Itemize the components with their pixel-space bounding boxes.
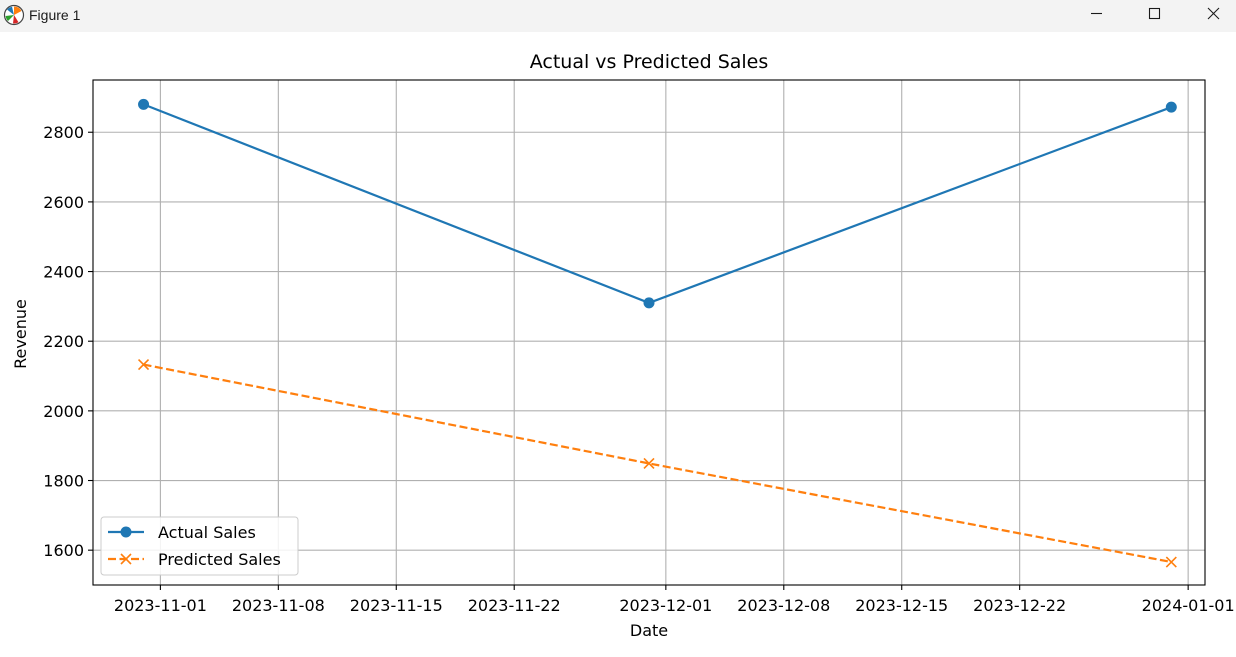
series-layer	[137, 98, 1177, 568]
x-tick-label: 2023-12-15	[855, 596, 948, 615]
maximize-button[interactable]	[1127, 0, 1183, 32]
legend-actual-sales-marker	[120, 526, 132, 538]
minimize-icon	[1091, 12, 1102, 15]
legend-predicted-sales-label: Predicted Sales	[158, 550, 281, 569]
x-tick-label: 2023-11-01	[114, 596, 207, 615]
y-tick-label: 1600	[43, 541, 84, 560]
y-tick-label: 2800	[43, 123, 84, 142]
x-axis-label: Date	[630, 621, 668, 640]
window-titlebar: Figure 1	[0, 0, 1236, 32]
plot-area-frame	[92, 79, 1206, 586]
x-tick-label: 2023-12-08	[737, 596, 830, 615]
legend-frame	[100, 516, 299, 576]
chart-title: Actual vs Predicted Sales	[530, 51, 769, 73]
predicted-sales-line	[143, 363, 1172, 564]
actual-sales-point	[643, 297, 655, 309]
close-icon	[1207, 7, 1220, 20]
axis-ticks: 2023-11-01 2023-11-08 2023-11-15 2023-11-22…	[43, 123, 1234, 615]
predicted-sales-point	[1165, 556, 1177, 568]
y-tick-label: 2400	[43, 263, 84, 282]
actual-sales-line	[143, 103, 1172, 305]
x-tick-label: 2023-11-08	[232, 596, 325, 615]
legend-actual-sales-label: Actual Sales	[158, 523, 256, 542]
maximize-icon	[1148, 7, 1161, 20]
minimize-button[interactable]	[1069, 0, 1125, 32]
figure-canvas: 2023-11-01 2023-11-08 2023-11-15 2023-11-22…	[11, 51, 1235, 640]
y-tick-label: 2600	[43, 193, 84, 212]
x-tick-label: 2024-01-01	[1142, 596, 1235, 615]
legend-predicted-sales-marker	[120, 553, 132, 565]
predicted-sales-point	[137, 358, 150, 371]
x-tick-label: 2023-12-01	[619, 596, 712, 615]
legend: Actual Sales Predicted Sales	[100, 516, 299, 576]
grid-lines	[93, 80, 1205, 585]
matplotlib-logo-icon	[3, 4, 25, 26]
y-tick-label: 2000	[43, 402, 84, 421]
predicted-sales-point	[643, 457, 655, 470]
x-tick-label: 2023-11-22	[468, 596, 561, 615]
y-tick-label: 2200	[43, 332, 84, 351]
actual-sales-point	[1165, 101, 1177, 113]
actual-sales-point	[138, 98, 150, 110]
x-tick-label: 2023-12-22	[973, 596, 1066, 615]
window-title: Figure 1	[29, 7, 81, 23]
x-tick-label: 2023-11-15	[350, 596, 443, 615]
y-tick-label: 1800	[43, 472, 84, 491]
close-button[interactable]	[1186, 0, 1236, 32]
y-axis-label: Revenue	[11, 299, 30, 369]
